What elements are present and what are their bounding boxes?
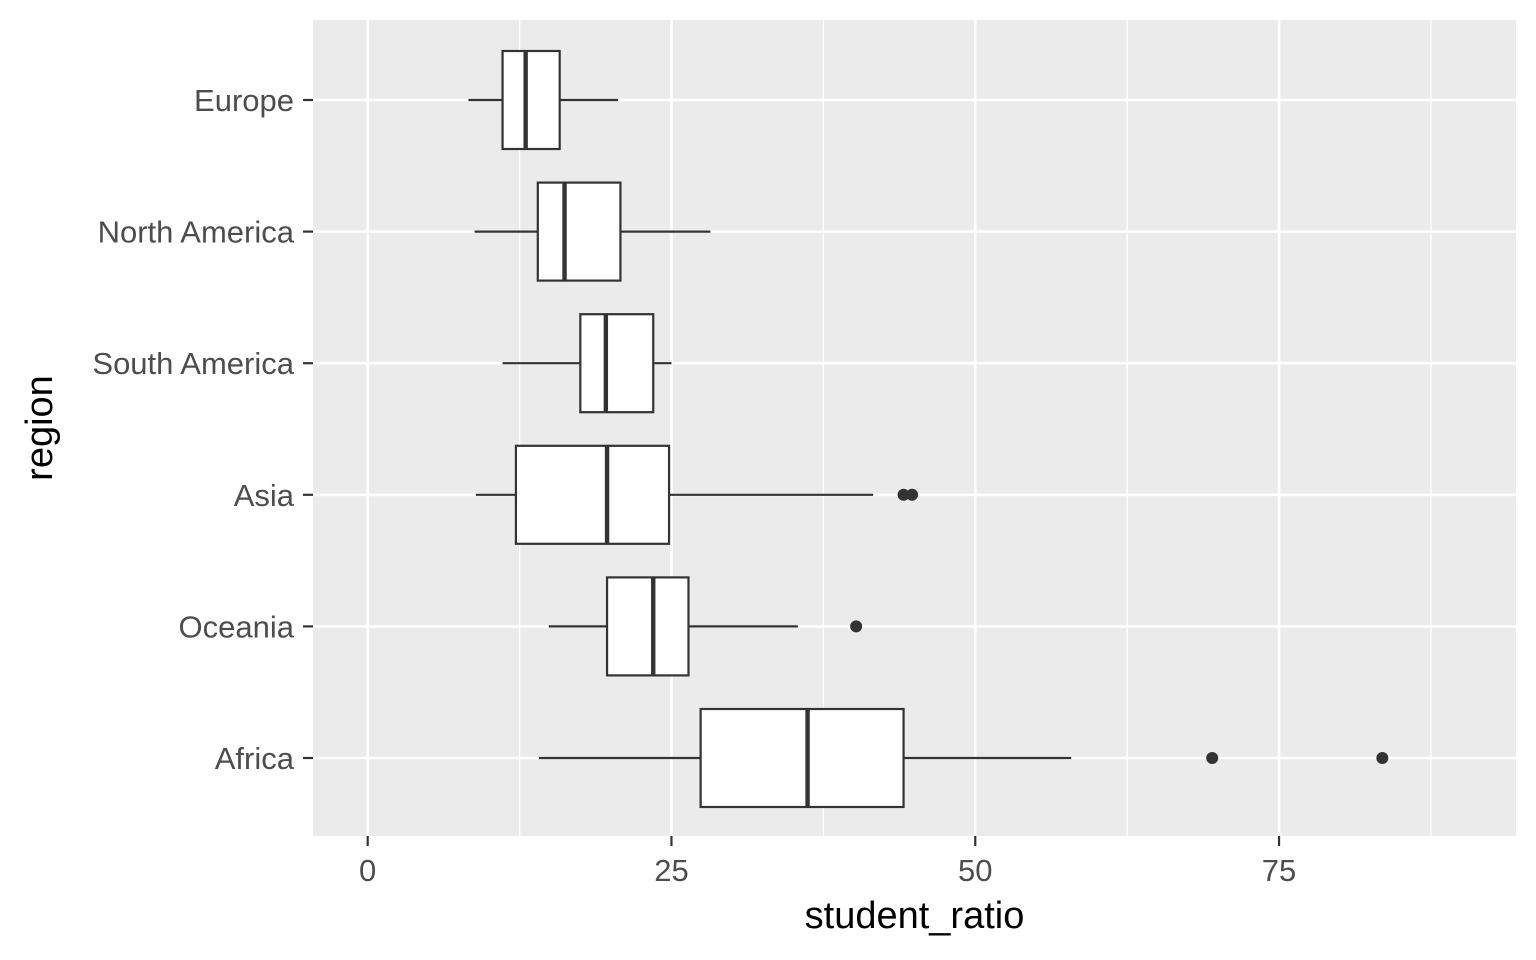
y-tick-label: North America bbox=[98, 215, 295, 250]
box-iqr bbox=[514, 444, 671, 545]
outlier-point bbox=[906, 488, 919, 501]
y-axis-title: region bbox=[19, 375, 61, 481]
box-group-africa bbox=[539, 707, 1389, 809]
x-tick-label: 50 bbox=[958, 853, 992, 888]
box-iqr bbox=[579, 313, 655, 414]
y-tick-label: Oceania bbox=[179, 609, 295, 644]
x-axis: 0 25 50 75 bbox=[359, 836, 1296, 888]
y-tick-label: South America bbox=[92, 346, 294, 381]
x-tick-label: 75 bbox=[1262, 853, 1296, 888]
y-tick-label: Europe bbox=[194, 83, 294, 118]
box-group-north-america bbox=[474, 181, 711, 282]
box-group-oceania bbox=[548, 576, 863, 677]
box-group-europe bbox=[468, 49, 619, 151]
outlier-point bbox=[850, 620, 863, 633]
outlier-point bbox=[1376, 752, 1389, 764]
outlier-point bbox=[1206, 752, 1219, 764]
x-tick-label: 25 bbox=[654, 853, 688, 888]
box-iqr bbox=[501, 49, 561, 151]
box-iqr bbox=[605, 576, 690, 677]
boxes-layer bbox=[468, 49, 1389, 809]
y-tick-label: Asia bbox=[234, 478, 295, 513]
y-tick-label: Africa bbox=[215, 741, 295, 776]
plot-panel bbox=[313, 20, 1516, 836]
box-group-asia bbox=[475, 444, 919, 545]
box-iqr bbox=[699, 707, 905, 809]
outlier-point bbox=[897, 488, 910, 501]
box-iqr bbox=[536, 181, 622, 282]
x-tick-label: 0 bbox=[359, 853, 376, 888]
box-group-south-america bbox=[502, 313, 672, 414]
minor-gridlines bbox=[518, 20, 1432, 836]
y-axis: Europe North America South America Asia Ocea… bbox=[92, 83, 313, 776]
x-axis-title: student_ratio bbox=[805, 895, 1025, 937]
